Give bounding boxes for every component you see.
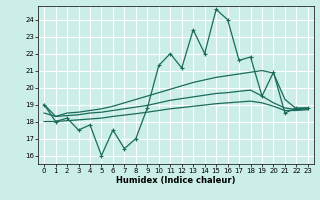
X-axis label: Humidex (Indice chaleur): Humidex (Indice chaleur) bbox=[116, 176, 236, 185]
